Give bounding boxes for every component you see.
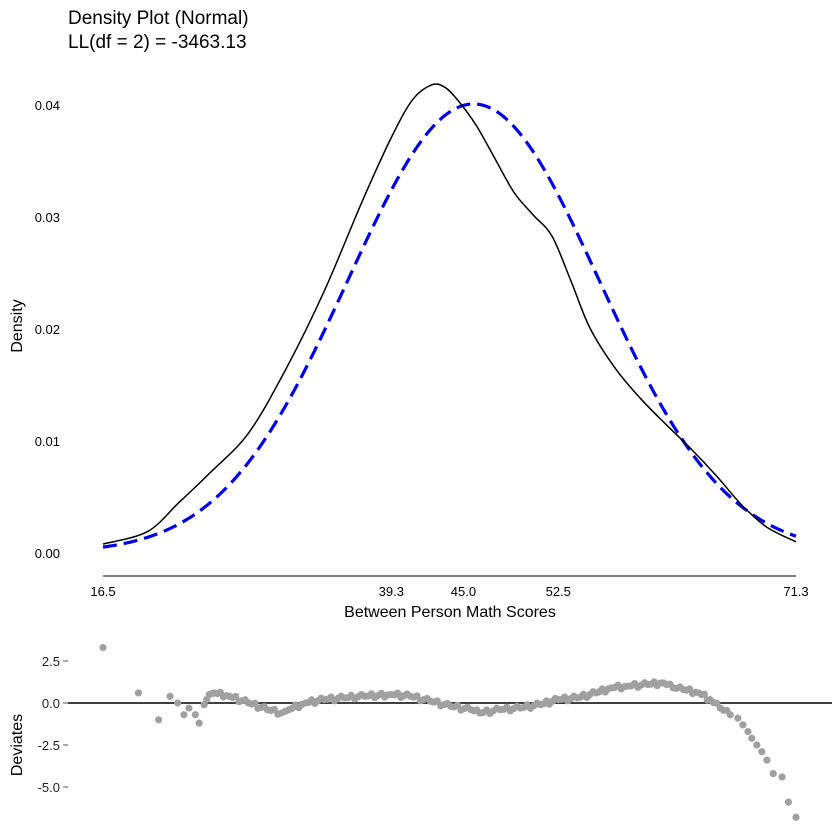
density-x-ticks: 16.5 39.3 45.0 52.5 71.3 (90, 584, 808, 599)
deviate-point (703, 696, 711, 704)
deviate-point (443, 699, 451, 708)
deviate-point (784, 798, 793, 806)
deviate-point (744, 727, 752, 736)
density-y-tick-label: 0.02 (35, 322, 60, 337)
deviate-point (403, 690, 411, 698)
deviate-point (241, 696, 249, 704)
deviate-point (222, 692, 231, 700)
deviate-points (99, 643, 800, 821)
deviate-point (533, 699, 541, 707)
deviate-point (753, 741, 761, 749)
normal-fit-curve (102, 102, 797, 549)
density-y-tick-label: 0.00 (35, 546, 60, 561)
deviate-point (723, 706, 731, 715)
deviate-point (691, 688, 700, 696)
deviate-point (589, 688, 597, 696)
deviate-point (191, 711, 199, 719)
deviate-point (180, 711, 188, 719)
deviate-point (551, 694, 559, 703)
deviate-point (778, 773, 786, 781)
deviate-point (739, 721, 747, 729)
density-y-ticks: 0.00 0.01 0.02 0.03 0.04 (35, 98, 60, 561)
density-x-tick-label: 52.5 (546, 584, 571, 599)
x-axis-label: Between Person Math Scores (344, 604, 556, 621)
deviate-point (570, 692, 578, 700)
deviates-y-ticks: 2.5 0.0 -2.5 -5.0 (38, 654, 68, 795)
density-x-tick-label: 16.5 (90, 584, 115, 599)
deviate-point (260, 702, 268, 711)
deviate-point (203, 696, 211, 704)
deviate-point (134, 689, 143, 697)
deviates-y-tick-label: 0.0 (42, 696, 60, 711)
deviate-point (185, 704, 193, 712)
density-x-tick-label: 45.0 (451, 584, 476, 599)
deviate-point (473, 706, 481, 714)
deviate-point (763, 756, 771, 764)
deviate-point (769, 769, 777, 778)
deviate-point (423, 694, 431, 703)
deviate-point (384, 691, 392, 699)
deviate-point (666, 680, 674, 688)
deviate-point (174, 699, 182, 707)
deviate-point (166, 692, 174, 700)
deviate-point (464, 703, 472, 711)
deviate-point (700, 690, 708, 698)
deviate-point (513, 702, 521, 710)
density-y-tick-label: 0.03 (35, 210, 60, 225)
deviate-point (676, 683, 684, 691)
deviate-point (232, 692, 240, 701)
deviate-point (713, 699, 721, 707)
deviates-y-tick-label: 2.5 (42, 654, 60, 669)
chart-title: Density Plot (Normal) (68, 8, 249, 29)
deviates-y-tick-label: -2.5 (38, 738, 60, 753)
deviate-point (195, 719, 203, 727)
deviate-point (656, 679, 664, 687)
deviate-point (357, 690, 365, 699)
chart-subtitle: LL(df = 2) = -3463.13 (68, 32, 247, 53)
density-panel: 0.00 0.01 0.02 0.03 0.04 16.5 39.3 45.0 52.5 71.… (9, 83, 809, 621)
deviate-point (99, 643, 107, 652)
deviate-point (620, 682, 629, 691)
empirical-density-curve (102, 83, 797, 545)
deviate-point (493, 704, 501, 712)
deviates-panel: 2.5 0.0 -2.5 -5.0 Deviates (9, 643, 832, 821)
density-x-tick-label: 71.3 (783, 584, 808, 599)
deviate-point (281, 707, 289, 716)
deviate-point (208, 690, 216, 698)
deviate-point (274, 710, 282, 718)
deviates-axis-label: Deviates (9, 714, 26, 776)
deviate-point (298, 700, 306, 708)
deviate-point (734, 714, 742, 722)
y-axis-label: Density (9, 299, 26, 352)
deviates-y-tick-label: -5.0 (38, 780, 60, 795)
deviate-point (758, 748, 766, 756)
density-x-tick-label: 39.3 (379, 584, 404, 599)
deviate-point (251, 699, 259, 707)
deviate-point (155, 716, 163, 724)
density-y-tick-label: 0.04 (35, 98, 60, 113)
deviate-point (337, 692, 345, 700)
deviate-point (748, 734, 756, 742)
deviate-point (641, 679, 649, 687)
deviate-point (792, 813, 800, 821)
deviate-point (604, 685, 612, 693)
density-y-tick-label: 0.01 (35, 434, 60, 449)
deviate-point (317, 694, 325, 702)
